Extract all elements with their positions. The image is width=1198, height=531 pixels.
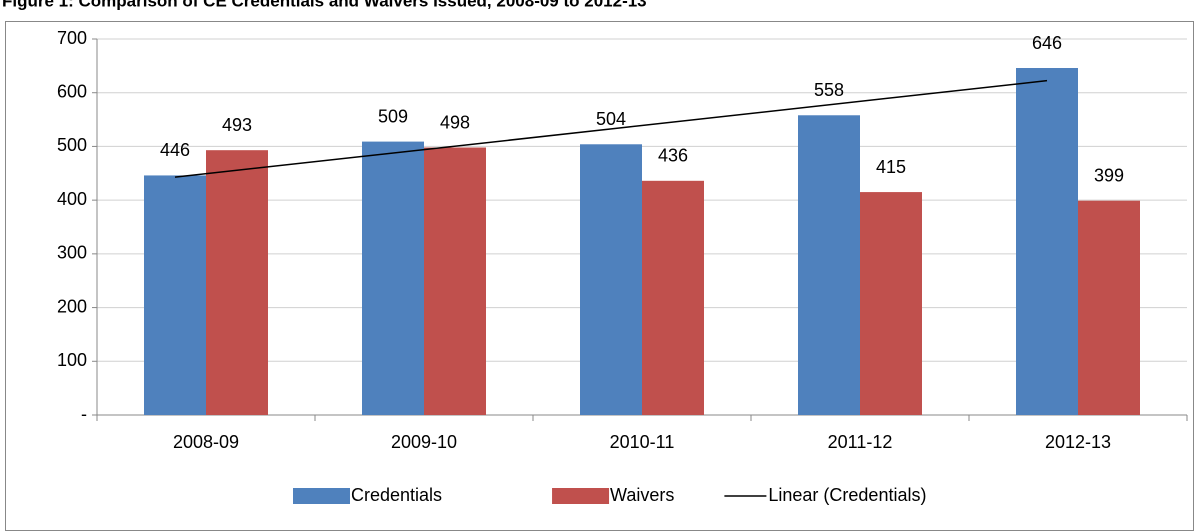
x-tick-label: 2009-10 (391, 432, 457, 452)
value-label: 493 (222, 115, 252, 135)
x-tick-label: 2012-13 (1045, 432, 1111, 452)
legend-swatch (552, 488, 610, 504)
value-label: 504 (596, 109, 626, 129)
value-label: 436 (658, 146, 688, 166)
y-tick-label: - (81, 404, 87, 424)
value-label: 498 (440, 112, 470, 132)
bar (144, 175, 206, 415)
bar (580, 144, 642, 415)
y-tick-label: 700 (57, 28, 87, 48)
bar (362, 141, 424, 415)
value-label: 509 (378, 106, 408, 126)
legend-label: Waivers (610, 485, 674, 505)
value-label: 399 (1094, 165, 1124, 185)
value-label: 646 (1032, 33, 1062, 53)
y-tick-label: 400 (57, 189, 87, 209)
x-tick-label: 2008-09 (173, 432, 239, 452)
value-label: 558 (814, 80, 844, 100)
value-label: 415 (876, 157, 906, 177)
bar (1078, 200, 1140, 415)
chart-title: Figure 1: Comparison of CE Credentials a… (2, 0, 647, 10)
bar (206, 150, 268, 415)
y-tick-label: 600 (57, 81, 87, 101)
x-tick-label: 2010-11 (610, 432, 675, 452)
legend-swatch (293, 488, 350, 504)
x-tick-label: 2011-12 (828, 432, 893, 452)
bar (642, 180, 704, 415)
y-tick-label: 500 (57, 135, 87, 155)
trendline (174, 79, 1048, 178)
y-tick-label: 100 (57, 350, 87, 370)
legend-label: Credentials (351, 485, 442, 505)
y-tick-label: 300 (57, 243, 87, 263)
legend-label: Linear (Credentials) (768, 485, 926, 505)
bar (860, 192, 922, 415)
bar (424, 147, 486, 415)
bar (1016, 68, 1078, 416)
bar (798, 115, 860, 415)
value-label: 446 (160, 140, 190, 160)
y-tick-label: 200 (57, 296, 87, 316)
